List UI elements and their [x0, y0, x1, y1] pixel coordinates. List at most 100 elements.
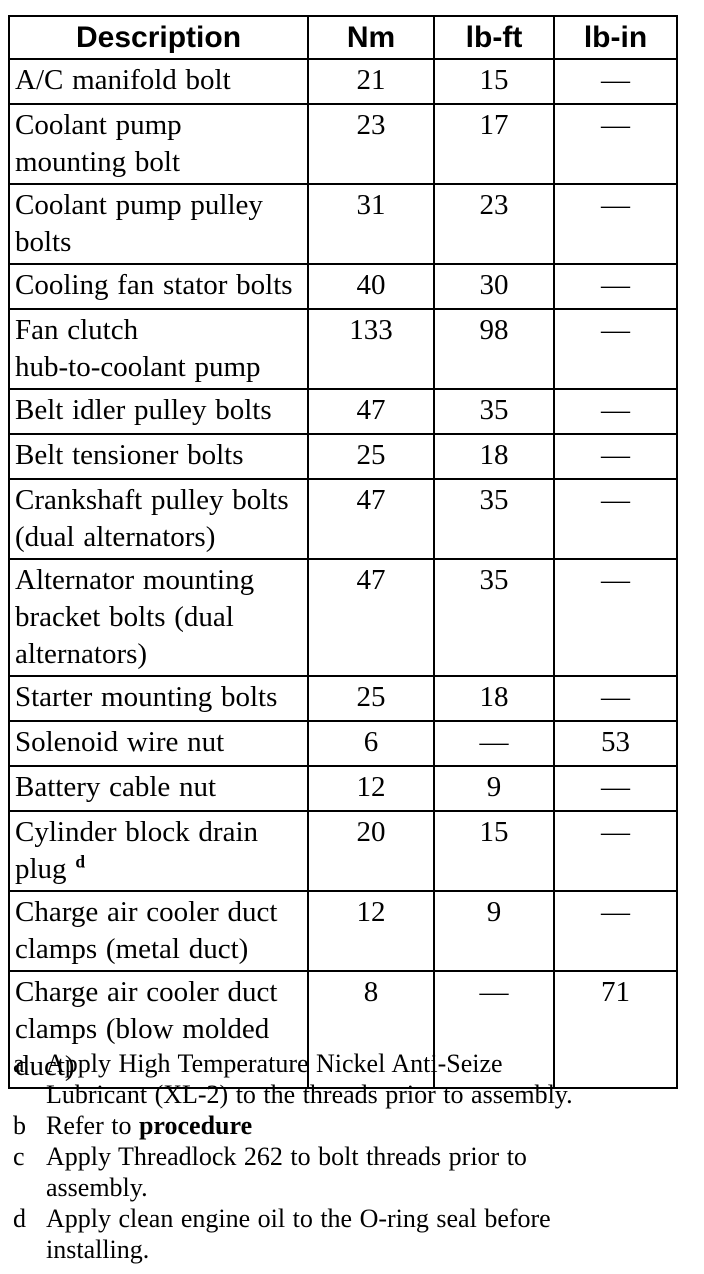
footnote-text: Apply Threadlock 262 to bolt threads pri…	[46, 1141, 685, 1203]
description-cell: A/C manifold bolt	[8, 58, 309, 105]
lb-ft-cell: 15	[433, 58, 555, 105]
footnote-text-plain: Apply High Temperature Nickel Anti-Seize…	[46, 1049, 573, 1109]
lb-ft-cell: 18	[433, 433, 555, 480]
description-cell: Coolant pump mounting bolt	[8, 103, 309, 185]
lb-in-cell: —	[553, 558, 678, 677]
description-text: Alternator mounting bracket bolts (dual …	[15, 564, 255, 670]
footnote-text-plain: Refer to	[46, 1111, 139, 1140]
nm-cell: 47	[307, 388, 435, 435]
description-text: Crankshaft pulley bolts (dual alternator…	[15, 484, 289, 553]
lb-ft-cell: 35	[433, 478, 555, 560]
nm-cell: 12	[307, 765, 435, 812]
table-row: Cylinder block drain plug d 20 15 —	[8, 810, 678, 892]
lb-ft-cell: 35	[433, 558, 555, 677]
nm-cell: 47	[307, 558, 435, 677]
lb-in-cell: —	[553, 890, 678, 972]
footnote-text-bold: procedure	[138, 1111, 253, 1140]
table-row: Alternator mounting bracket bolts (dual …	[8, 558, 678, 677]
lb-ft-cell: 98	[433, 308, 555, 390]
description-text: Belt idler pulley bolts	[15, 394, 272, 426]
table-row: Coolant pump mounting bolt 23 17 —	[8, 103, 678, 185]
description-text: Coolant pump pulley bolts	[15, 189, 263, 258]
lb-ft-cell: 9	[433, 890, 555, 972]
footnotes: a Apply High Temperature Nickel Anti-Sei…	[13, 1048, 685, 1265]
table-row: Cooling fan stator bolts 40 30 —	[8, 263, 678, 310]
column-header-lb-in: lb-in	[553, 15, 678, 60]
description-cell: Battery cable nut	[8, 765, 309, 812]
lb-ft-cell: —	[433, 720, 555, 767]
column-header-nm: Nm	[307, 15, 435, 60]
nm-cell: 21	[307, 58, 435, 105]
table-row: Solenoid wire nut 6 — 53	[8, 720, 678, 767]
torque-spec-table: Description Nm lb-ft lb-in A/C manifold …	[8, 15, 678, 1089]
lb-ft-cell: 9	[433, 765, 555, 812]
footnote-letter: c	[13, 1142, 25, 1171]
nm-cell: 40	[307, 263, 435, 310]
lb-ft-cell: 17	[433, 103, 555, 185]
description-cell: Cylinder block drain plug d	[8, 810, 309, 892]
lb-in-cell: —	[553, 433, 678, 480]
nm-cell: 47	[307, 478, 435, 560]
table-row: Crankshaft pulley bolts (dual alternator…	[8, 478, 678, 560]
description-text: Belt tensioner bolts	[15, 439, 244, 471]
description-cell: Fan clutch hub-to-coolant pump	[8, 308, 309, 390]
nm-cell: 31	[307, 183, 435, 265]
column-header-description: Description	[8, 15, 309, 60]
table-header-row: Description Nm lb-ft lb-in	[8, 15, 678, 60]
table-row: Battery cable nut 12 9 —	[8, 765, 678, 812]
lb-ft-cell: 35	[433, 388, 555, 435]
footnote-letter: d	[13, 1204, 26, 1233]
description-cell: Coolant pump pulley bolts	[8, 183, 309, 265]
table-row: Belt idler pulley bolts 47 35 —	[8, 388, 678, 435]
description-cell: Alternator mounting bracket bolts (dual …	[8, 558, 309, 677]
lb-in-cell: 53	[553, 720, 678, 767]
description-text: Starter mounting bolts	[15, 681, 278, 713]
footnote-text: Apply clean engine oil to the O-ring sea…	[46, 1203, 685, 1265]
nm-cell: 133	[307, 308, 435, 390]
lb-in-cell: —	[553, 478, 678, 560]
lb-in-cell: —	[553, 58, 678, 105]
description-text: Coolant pump mounting bolt	[15, 109, 182, 178]
footnote-letter: a	[13, 1049, 25, 1078]
footnote-text: Refer to procedure	[46, 1110, 685, 1141]
description-cell: Starter mounting bolts	[8, 675, 309, 722]
nm-cell: 25	[307, 675, 435, 722]
nm-cell: 12	[307, 890, 435, 972]
description-text: Battery cable nut	[15, 771, 217, 803]
description-cell: Belt idler pulley bolts	[8, 388, 309, 435]
description-text: Charge air cooler duct clamps (metal duc…	[15, 896, 278, 965]
footnote-text-plain: Apply Threadlock 262 to bolt threads pri…	[46, 1142, 527, 1202]
nm-cell: 25	[307, 433, 435, 480]
nm-cell: 20	[307, 810, 435, 892]
description-cell: Charge air cooler duct clamps (blow mold…	[8, 970, 309, 1089]
description-cell: Crankshaft pulley bolts (dual alternator…	[8, 478, 309, 560]
description-text: Cylinder block drain plug	[15, 816, 259, 885]
lb-in-cell: —	[553, 183, 678, 265]
description-cell: Cooling fan stator bolts	[8, 263, 309, 310]
lb-in-cell: —	[553, 308, 678, 390]
description-text: A/C manifold bolt	[15, 64, 231, 96]
description-text: Fan clutch hub-to-coolant pump	[15, 314, 261, 383]
lb-in-cell: —	[553, 263, 678, 310]
description-text: Charge air cooler duct clamps (blow mold…	[15, 976, 278, 1082]
lb-in-cell: —	[553, 675, 678, 722]
footnote-letter: b	[13, 1111, 26, 1140]
footnote-d: d Apply clean engine oil to the O-ring s…	[13, 1203, 685, 1265]
table-row: Coolant pump pulley bolts 31 23 —	[8, 183, 678, 265]
lb-in-cell: —	[553, 103, 678, 185]
lb-ft-cell: 15	[433, 810, 555, 892]
lb-ft-cell: 23	[433, 183, 555, 265]
lb-in-cell: —	[553, 765, 678, 812]
lb-ft-cell: 18	[433, 675, 555, 722]
lb-ft-cell: 30	[433, 263, 555, 310]
table-row: Charge air cooler duct clamps (metal duc…	[8, 890, 678, 972]
description-cell: Belt tensioner bolts	[8, 433, 309, 480]
table-row: A/C manifold bolt 21 15 —	[8, 58, 678, 105]
lb-ft-cell: —	[433, 970, 555, 1089]
table-row: Belt tensioner bolts 25 18 —	[8, 433, 678, 480]
footnote-text-plain: Apply clean engine oil to the O-ring sea…	[46, 1204, 551, 1264]
description-text: Cooling fan stator bolts	[15, 269, 293, 301]
lb-in-cell: 71	[553, 970, 678, 1089]
table-row: Fan clutch hub-to-coolant pump 133 98 —	[8, 308, 678, 390]
